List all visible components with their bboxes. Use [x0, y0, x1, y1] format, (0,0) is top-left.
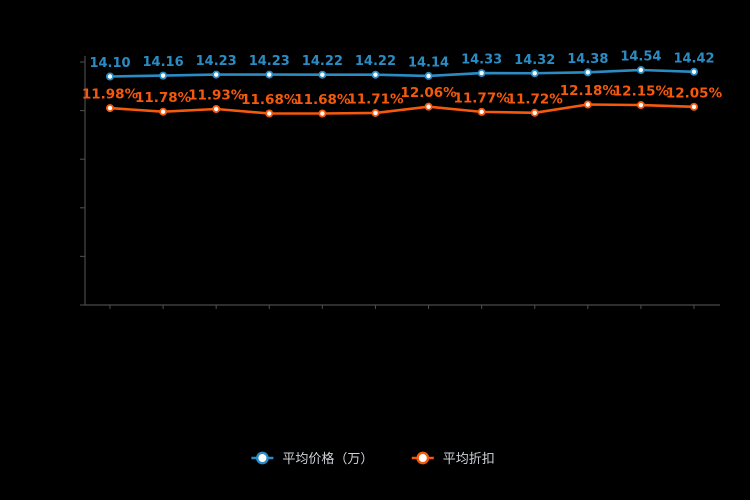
data-point-label: 12.15% [613, 84, 670, 100]
data-point-marker[interactable] [159, 107, 168, 116]
data-point-marker[interactable] [583, 100, 592, 109]
legend-label: 平均折扣 [443, 452, 495, 467]
data-point-marker[interactable] [212, 70, 221, 79]
data-point-label: 11.78% [135, 90, 192, 106]
data-point-label: 14.10 [89, 56, 130, 71]
data-point-marker[interactable] [371, 108, 380, 117]
data-point-marker[interactable] [265, 109, 274, 118]
data-point-label: 12.05% [666, 85, 723, 101]
chart-legend: 平均价格（万） 平均折扣 [251, 451, 495, 467]
data-point-label: 14.14 [408, 55, 449, 70]
data-point-marker[interactable] [690, 102, 699, 111]
data-point-marker[interactable] [477, 107, 486, 116]
data-point-label: 14.23 [249, 54, 290, 69]
data-point-label: 14.32 [514, 53, 555, 68]
data-point-label: 14.22 [355, 54, 396, 69]
data-point-label: 14.38 [567, 52, 608, 67]
data-point-marker[interactable] [318, 70, 327, 79]
data-point-label: 14.22 [302, 54, 343, 69]
series-2: 11.98%11.78%11.93%11.68%11.68%11.71%12.0… [82, 83, 723, 118]
data-point-marker[interactable] [477, 69, 486, 78]
legend-item-1[interactable]: 平均价格（万） [251, 451, 373, 467]
data-point-label: 14.23 [196, 54, 237, 69]
data-point-label: 14.54 [620, 50, 661, 65]
data-point-label: 11.77% [454, 90, 511, 106]
data-point-marker[interactable] [424, 102, 433, 111]
data-point-label: 11.68% [294, 92, 351, 108]
series-line [108, 103, 696, 115]
data-point-marker[interactable] [106, 72, 115, 81]
data-point-label: 11.93% [188, 88, 245, 104]
data-point-label: 12.18% [560, 83, 617, 99]
data-point-marker[interactable] [530, 69, 539, 78]
data-point-marker[interactable] [371, 70, 380, 79]
chart-axes [80, 56, 720, 309]
data-point-marker[interactable] [636, 66, 645, 75]
legend-label: 平均价格（万） [282, 451, 373, 467]
data-point-label: 14.42 [673, 51, 714, 66]
data-point-marker[interactable] [106, 104, 115, 113]
legend-marker-icon [416, 451, 430, 465]
series-line [108, 68, 696, 78]
data-point-marker[interactable] [318, 109, 327, 118]
data-point-marker[interactable] [424, 71, 433, 80]
data-point-marker[interactable] [690, 67, 699, 76]
legend-item-2[interactable]: 平均折扣 [411, 451, 495, 467]
data-point-marker[interactable] [530, 108, 539, 117]
data-point-label: 11.68% [241, 92, 298, 108]
data-point-label: 11.71% [347, 91, 404, 107]
data-point-marker[interactable] [212, 105, 221, 114]
data-point-label: 12.06% [400, 85, 457, 101]
data-point-label: 14.33 [461, 53, 502, 68]
data-point-label: 14.16 [143, 55, 184, 70]
series-1: 14.10 14.16 14.23 14.23 14.22 14.22 14.14 14.33… [89, 50, 715, 81]
data-point-marker[interactable] [265, 70, 274, 79]
data-point-marker[interactable] [159, 71, 168, 80]
legend-marker-icon [255, 451, 269, 465]
data-point-marker[interactable] [636, 101, 645, 110]
data-point-label: 11.98% [82, 87, 139, 103]
data-point-marker[interactable] [583, 68, 592, 77]
data-point-label: 11.72% [507, 91, 564, 107]
